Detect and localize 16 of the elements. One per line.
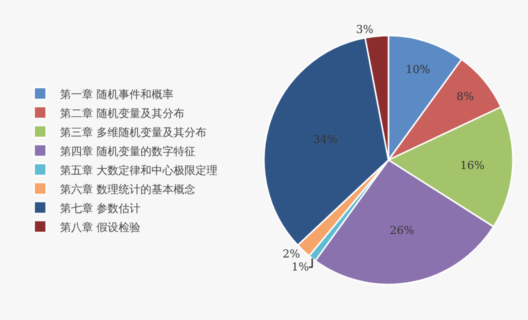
legend-label: 第四章 随机变量的数字特征: [60, 144, 196, 158]
data-label: 16%: [460, 158, 485, 172]
legend-label: 第五章 大数定律和中心极限定理: [60, 164, 218, 177]
legend-label: 第一章 随机事件和概率: [60, 88, 174, 101]
data-label: 8%: [456, 90, 474, 103]
legend-label: 第三章 多维随机变量及其分布: [60, 126, 207, 139]
data-label: 3%: [356, 23, 374, 36]
data-label: 2%: [282, 248, 300, 261]
legend-label: 第二章 随机变量及其分布: [60, 106, 185, 120]
legend-label: 第六章 数理统计的基本概念: [60, 182, 196, 196]
legend-label: 第七章 参数估计: [60, 202, 141, 215]
legend-label: 第八章 假设检验: [60, 220, 141, 234]
data-label: 26%: [390, 224, 414, 238]
data-label: 34%: [313, 133, 338, 146]
data-label: 10%: [406, 63, 430, 76]
data-label: 1%: [291, 260, 309, 274]
